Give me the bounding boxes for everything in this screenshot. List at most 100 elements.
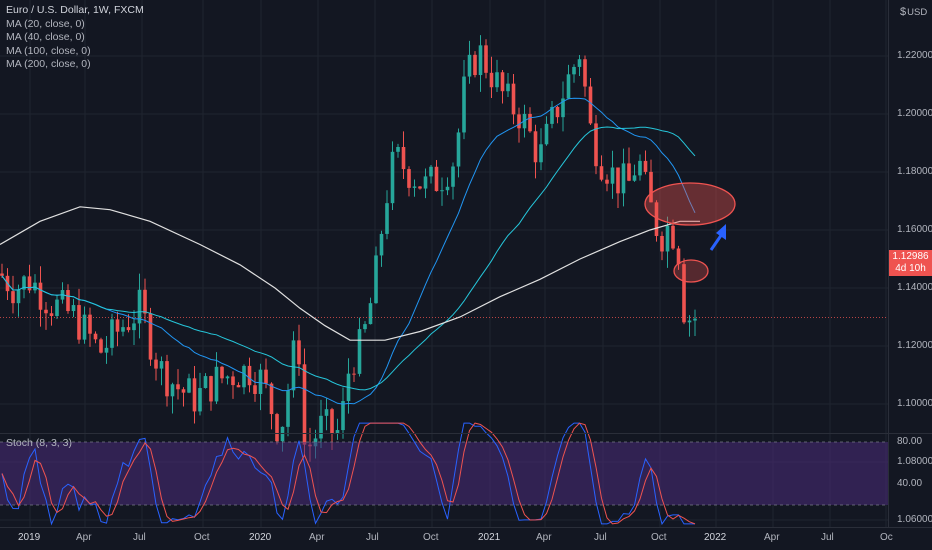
time-axis-label: Apr — [536, 532, 552, 543]
ma200-legend[interactable]: MA (200, close, 0) — [6, 58, 91, 71]
price-axis-label: 1.10000 — [897, 398, 932, 409]
price-axis-label: 1.20000 — [897, 108, 932, 119]
candle-body — [148, 313, 153, 360]
currency-icon: $ — [900, 6, 907, 18]
time-axis-label: Apr — [76, 532, 92, 543]
candle-body — [137, 289, 142, 324]
candle-body — [231, 376, 235, 386]
time-axis-label: Oc — [880, 532, 893, 543]
candle-body — [456, 132, 461, 167]
candle-body — [341, 401, 345, 431]
candle-body — [352, 373, 356, 375]
ma40-legend[interactable]: MA (40, close, 0) — [6, 31, 85, 44]
candle-body — [49, 313, 54, 316]
candle-body — [280, 426, 285, 442]
candle-body — [555, 106, 560, 118]
candle-body — [275, 414, 279, 442]
candle-body — [638, 160, 642, 176]
candle-body — [77, 305, 81, 340]
candle-body — [291, 340, 296, 391]
ma100-legend[interactable]: MA (100, close, 0) — [6, 44, 91, 57]
candle-body — [561, 98, 565, 118]
candle-body — [66, 290, 70, 312]
candle-body — [627, 163, 631, 181]
candle-body — [517, 114, 521, 129]
price-axis-label: 1.06000 — [897, 514, 932, 525]
candle-body — [198, 388, 202, 412]
candle-body — [368, 303, 373, 325]
time-axis-label: Oct — [423, 532, 439, 543]
candle-body — [693, 318, 697, 321]
candle-body — [665, 225, 670, 252]
pane-separator[interactable] — [0, 433, 932, 434]
candle-body — [489, 72, 494, 88]
candle-body — [660, 235, 664, 252]
price-axis-label: 1.16000 — [897, 224, 932, 235]
candle-body — [649, 171, 653, 203]
candle-body — [38, 282, 43, 310]
candle-body — [236, 385, 241, 388]
candle-body — [203, 376, 208, 389]
symbol-title[interactable]: Euro / U.S. Dollar, 1W, FXCM — [6, 4, 144, 16]
price-axis-border — [888, 0, 889, 527]
candle-body — [390, 151, 395, 204]
candle-body — [209, 376, 213, 402]
candle-body — [335, 430, 340, 434]
candle-body — [176, 384, 180, 390]
candle-body — [297, 340, 301, 365]
candle-body — [132, 323, 136, 331]
time-axis-label: Jul — [133, 532, 146, 543]
price-axis-label: 1.22000 — [897, 50, 932, 61]
candle-body — [418, 186, 422, 189]
candle-body — [594, 123, 598, 167]
currency-label[interactable]: $USD — [900, 6, 927, 18]
ma40-line — [1, 126, 696, 391]
time-axis-label: Jul — [594, 532, 607, 543]
stoch-legend[interactable]: Stoch (8, 3, 3) — [6, 437, 72, 449]
candle-body — [88, 314, 92, 334]
candle-body — [616, 167, 620, 194]
candle-body — [550, 106, 554, 124]
candle-body — [269, 383, 274, 415]
price-axis-label: 1.08000 — [897, 456, 932, 467]
candle-body — [44, 309, 48, 314]
candle-body — [544, 123, 549, 145]
candle-body — [654, 202, 659, 236]
candle-body — [599, 166, 604, 180]
candle-body — [154, 359, 158, 369]
candle-body — [440, 190, 444, 192]
candle-body — [539, 144, 543, 163]
candle-body — [214, 366, 219, 402]
stoch-d-line — [1, 422, 696, 525]
candle-body — [121, 327, 125, 332]
candle-body — [445, 186, 450, 191]
candle-body — [253, 385, 257, 394]
ma20-line — [1, 97, 696, 405]
time-axis-label: Apr — [309, 532, 325, 543]
candle-body — [605, 179, 609, 184]
candles — [0, 35, 697, 462]
candle-body — [22, 276, 26, 290]
candle-body — [643, 160, 648, 172]
ma20-legend[interactable]: MA (20, close, 0) — [6, 17, 85, 30]
candle-body — [104, 347, 109, 353]
candle-body — [478, 45, 483, 76]
last-price-tag: 1.12986 4d 10h — [889, 250, 932, 276]
candle-body — [528, 113, 532, 132]
time-axis-label: Oct — [651, 532, 667, 543]
candle-body — [429, 166, 433, 177]
candle-body — [610, 167, 615, 184]
candle-body — [396, 146, 400, 152]
candle-body — [220, 366, 224, 379]
time-axis-label: 2019 — [18, 532, 41, 543]
candle-body — [588, 86, 593, 124]
candle-body — [511, 83, 516, 115]
stoch-pane — [0, 422, 888, 526]
candle-body — [385, 203, 389, 234]
candle-body — [676, 248, 681, 265]
annotation-ellipse-small — [673, 259, 709, 283]
time-axis-border — [0, 527, 932, 528]
candle-body — [682, 264, 686, 323]
candle-body — [401, 146, 406, 170]
